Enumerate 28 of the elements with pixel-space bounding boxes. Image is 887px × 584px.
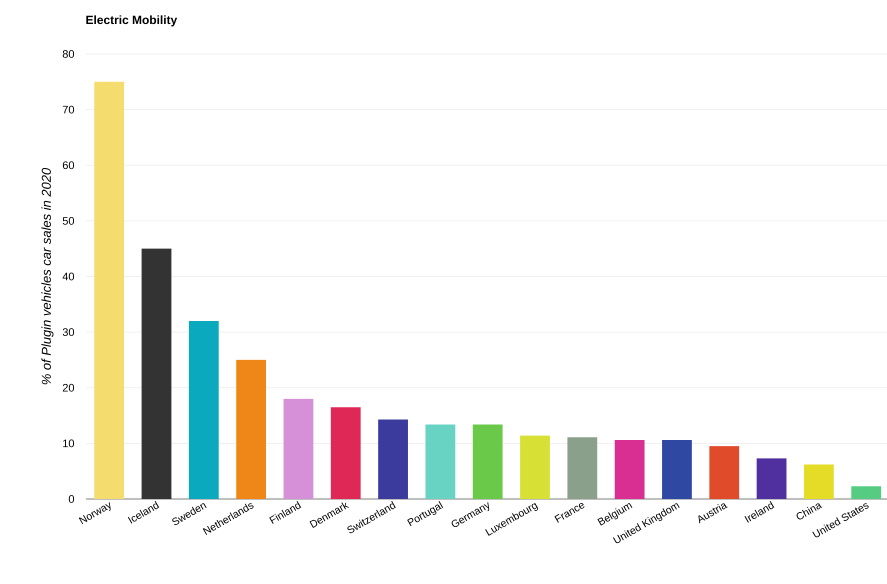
bar	[94, 82, 124, 499]
y-tick-label: 70	[62, 106, 74, 114]
y-tick-label: 50	[62, 216, 74, 225]
bar	[472, 424, 503, 499]
bar	[851, 486, 882, 499]
bar	[520, 436, 550, 499]
bar	[378, 419, 408, 499]
y-tick-label: 60	[62, 161, 74, 170]
y-tick-label: 40	[62, 272, 74, 280]
y-tick-label: 80	[62, 50, 74, 58]
bar	[284, 398, 314, 499]
y-tick-label: 10	[63, 439, 74, 448]
bar	[662, 440, 692, 499]
bar	[330, 407, 361, 499]
bar	[756, 458, 786, 499]
bar	[709, 446, 740, 499]
y-tick-label: 0	[68, 495, 74, 503]
y-tick-label: 30	[62, 328, 74, 336]
bar	[567, 437, 598, 499]
chart-title: Electric Mobility	[86, 15, 178, 26]
bar	[614, 440, 645, 499]
y-axis-title: % of Plugin vehicles car sales in 2020	[41, 168, 54, 384]
y-tick-label: 20	[62, 384, 74, 392]
bar	[142, 248, 172, 499]
bar	[425, 424, 456, 499]
bar	[236, 360, 266, 499]
bar	[804, 464, 834, 499]
bar	[188, 320, 219, 499]
